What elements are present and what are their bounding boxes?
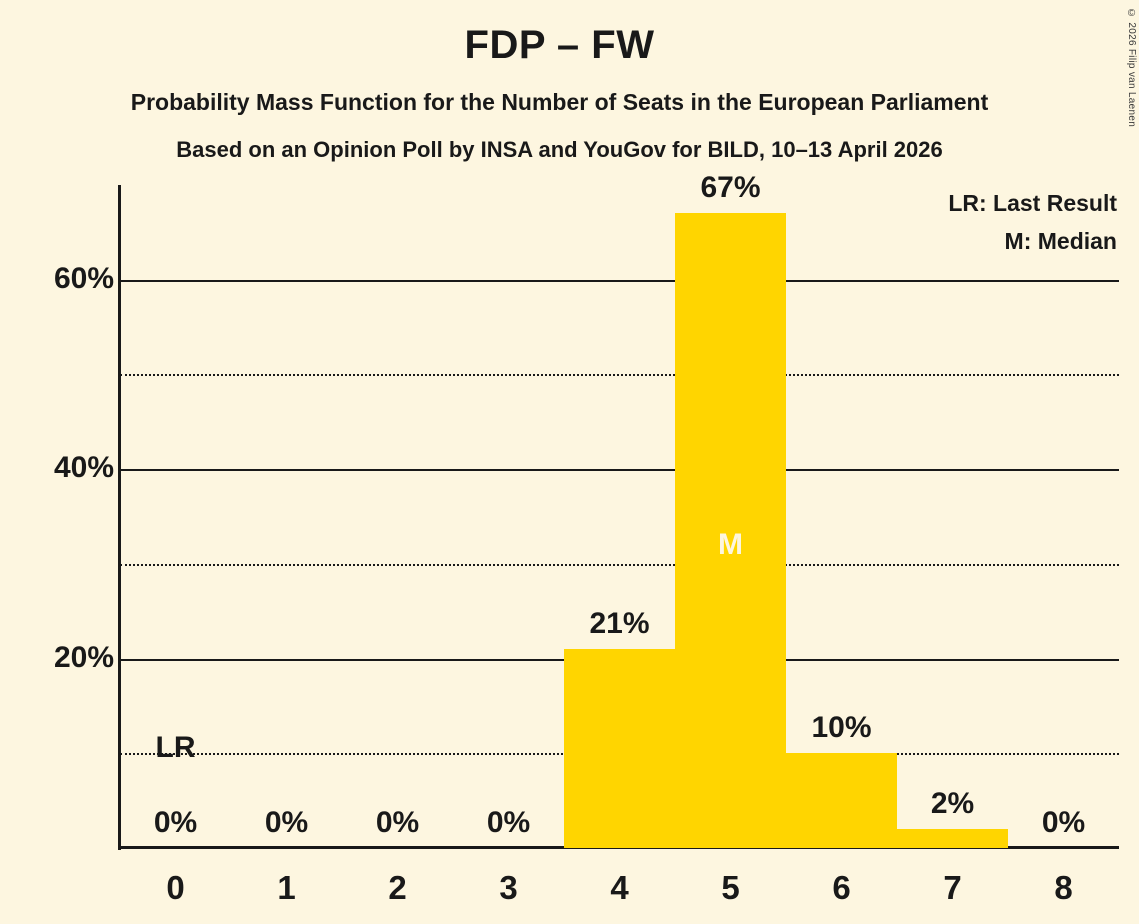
bar-value-label-1: 0% xyxy=(264,806,309,839)
chart-subtitle: Probability Mass Function for the Number… xyxy=(130,89,989,115)
bar-value-label-2: 0% xyxy=(375,806,420,839)
copyright-notice: © 2026 Filip van Laenen xyxy=(1126,8,1137,128)
x-axis-tick-label-0: 0 xyxy=(166,869,185,906)
x-axis-tick-label-1: 1 xyxy=(277,869,296,906)
bar-value-label-4: 21% xyxy=(589,607,650,641)
gridline-major xyxy=(120,279,1119,282)
bar-seat-7[interactable] xyxy=(897,829,1008,848)
median-marker: M xyxy=(718,528,743,561)
chart-legend: LR: Last Result M: Median xyxy=(948,184,1117,260)
bar-value-label-3: 0% xyxy=(486,806,531,839)
x-axis-tick-label-6: 6 xyxy=(832,869,851,906)
bar-value-label-7: 2% xyxy=(930,787,975,821)
y-axis-line xyxy=(118,185,121,850)
bar-value-label-6: 10% xyxy=(811,711,872,745)
x-axis-tick-label-5: 5 xyxy=(721,869,740,906)
chart-title: FDP – FW xyxy=(464,23,655,67)
legend-item-last-result: LR: Last Result xyxy=(948,190,1117,216)
bar-value-label-8: 0% xyxy=(1041,806,1086,839)
gridline-minor xyxy=(120,374,1119,377)
gridline-minor xyxy=(120,563,1119,566)
last-result-marker: LR xyxy=(155,731,196,765)
legend-item-median: M: Median xyxy=(1004,228,1117,254)
bar-value-label-0: 0% xyxy=(153,806,198,839)
bar-seat-4[interactable] xyxy=(564,649,675,848)
x-axis-tick-label-8: 8 xyxy=(1054,869,1073,906)
y-axis-tick-label: 60% xyxy=(53,261,114,295)
y-axis-tick-label: 20% xyxy=(53,640,114,674)
plot-area xyxy=(120,185,1119,848)
x-axis-tick-label-3: 3 xyxy=(499,869,518,906)
bar-seat-6[interactable] xyxy=(786,753,897,848)
bar-value-label-5: 67% xyxy=(700,171,761,205)
chart-source-line: Based on an Opinion Poll by INSA and You… xyxy=(176,137,943,162)
x-axis-tick-label-7: 7 xyxy=(943,869,962,906)
gridline-major xyxy=(120,469,1119,472)
bar-seat-5[interactable] xyxy=(675,213,786,848)
y-axis-tick-label: 40% xyxy=(53,451,114,485)
x-axis-tick-label-2: 2 xyxy=(388,869,407,906)
x-axis-tick-label-4: 4 xyxy=(610,869,629,906)
